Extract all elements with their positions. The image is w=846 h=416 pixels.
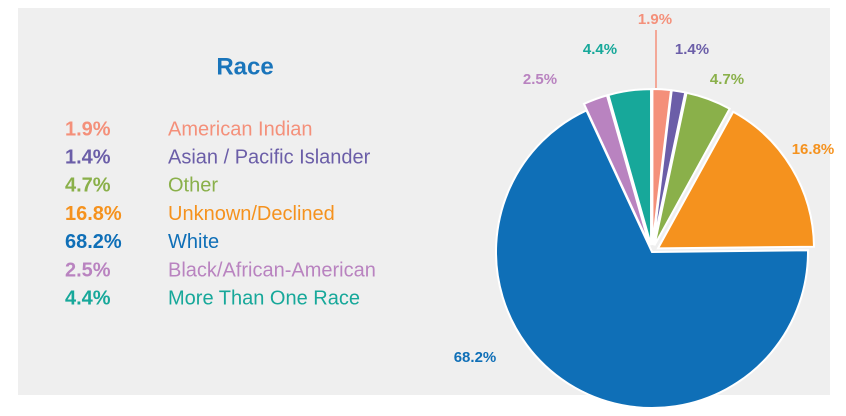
slice-label: 16.8% bbox=[792, 141, 835, 158]
chart-title: Race bbox=[216, 53, 273, 80]
pie-slice bbox=[656, 110, 816, 250]
legend-value: 1.9% bbox=[65, 118, 111, 140]
legend-label: White bbox=[168, 231, 219, 253]
legend-label: Other bbox=[168, 175, 218, 197]
legend-label: American Indian bbox=[168, 118, 313, 140]
slice-label: 1.9% bbox=[638, 11, 672, 28]
pie-slice bbox=[495, 109, 809, 409]
pie-slice bbox=[582, 94, 651, 246]
legend-label: Asian / Pacific Islander bbox=[168, 146, 371, 168]
legend-label: Black/African-American bbox=[168, 259, 376, 281]
legend-value: 4.4% bbox=[65, 287, 111, 309]
legend-value: 16.8% bbox=[65, 203, 122, 225]
slice-label: 1.4% bbox=[675, 41, 709, 58]
legend-value: 2.5% bbox=[65, 259, 111, 281]
pie-slice bbox=[653, 91, 732, 246]
legend-value: 1.4% bbox=[65, 146, 111, 168]
legend-value: 68.2% bbox=[65, 231, 122, 253]
slice-label: 4.4% bbox=[583, 41, 617, 58]
legend-label: Unknown/Declined bbox=[168, 203, 335, 225]
legend-label: More Than One Race bbox=[168, 287, 360, 309]
slice-label: 2.5% bbox=[523, 71, 557, 88]
slice-label: 68.2% bbox=[454, 349, 497, 366]
pie-slice bbox=[652, 89, 687, 246]
legend-value: 4.7% bbox=[65, 175, 111, 197]
pie-slice bbox=[607, 88, 653, 246]
slice-label: 4.7% bbox=[710, 71, 744, 88]
